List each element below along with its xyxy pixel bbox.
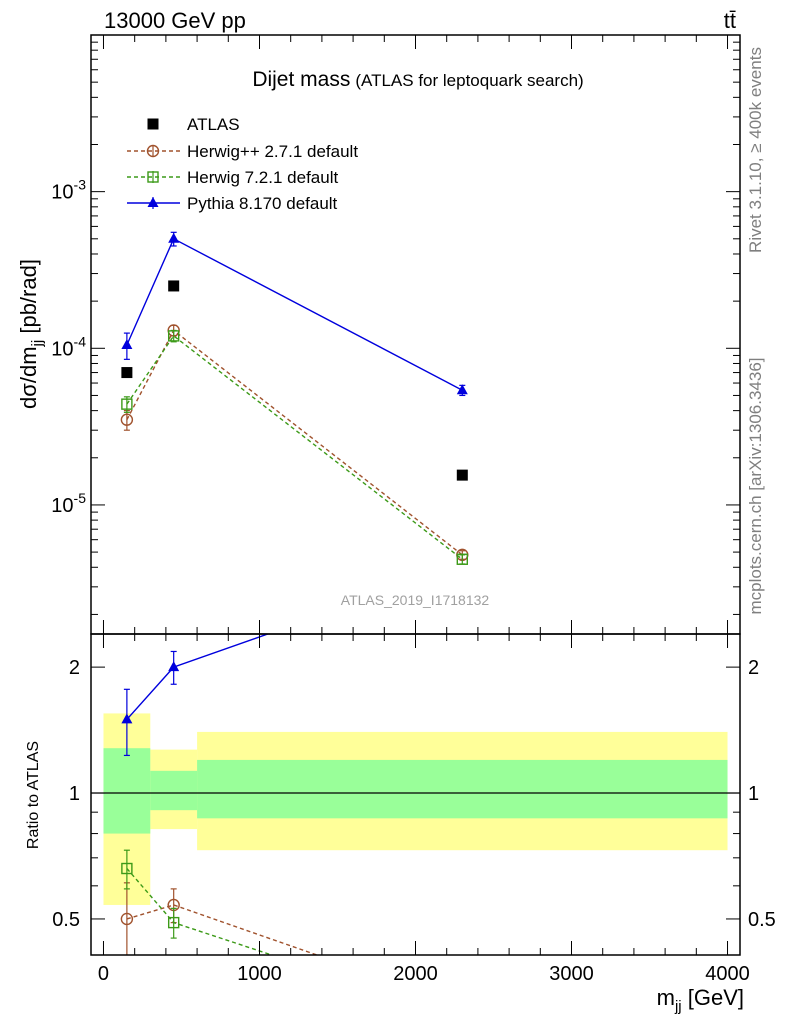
main-pythia-point-2 (456, 384, 468, 395)
x-axis-label-m: m (657, 985, 675, 1010)
main-herwig7-line (126, 334, 463, 560)
ratio-herwigpp-point-0 (120, 912, 134, 926)
main-y-axis-label-subscript: jj (29, 340, 46, 348)
legend: ATLAS Herwig++ 2.7.1 default Herwig 7.2.1 … (127, 115, 358, 213)
legend-label-herwig7: Herwig 7.2.1 default (187, 168, 338, 187)
legend-marker-pythia (147, 197, 159, 207)
ratio-herwig7-line (126, 868, 274, 955)
main-pythia-line (126, 237, 463, 391)
main-data-point-0 (121, 367, 133, 379)
ratio-axes: 0 1000 2000 3000 4000 2 2 1 1 0.5 0.5 (52, 634, 776, 985)
x-tick-label-1: 1000 (237, 963, 282, 985)
main-y-tick-label-exponent-1: -4 (74, 333, 87, 349)
main-y-tick-label-base-0: 10 (51, 182, 73, 204)
ratio-plot-area (91, 634, 740, 1023)
main-herwigpp-point-0 (120, 413, 134, 426)
main-herwig7-point-0 (121, 398, 133, 410)
ratio-y-tick-label-right-1: 1 (748, 783, 759, 805)
main-herwig7-point-2 (456, 553, 469, 565)
ratio-y-axis-label: Ratio to ATLAS (25, 741, 42, 849)
main-y-tick-label-1: 10-4 (51, 333, 86, 360)
ratio-herwig7-point-0 (121, 862, 133, 875)
main-herwig7-point-1 (167, 330, 180, 342)
ratio-pythia-point-1 (168, 661, 180, 672)
ratio-herwigpp-point-2 (457, 1000, 468, 1011)
uncertainty-band-inner-2 (197, 759, 728, 819)
x-axis-label-unit: [GeV] (682, 985, 744, 1010)
main-pythia-point-0 (121, 338, 133, 349)
ratio-y-tick-label-left-0: 2 (69, 657, 80, 679)
main-axes: 10-310-410-5 (51, 34, 740, 634)
ratio-pythia-point-0 (121, 713, 133, 724)
main-y-axis-label-text: dσ/dm (16, 346, 41, 409)
main-y-tick-label-exponent-2: -5 (74, 490, 87, 506)
x-tick-label-3: 3000 (549, 963, 594, 985)
x-axis-label: mjj [GeV] (657, 985, 744, 1015)
main-data-point-2 (456, 469, 468, 481)
ratio-y-tick-label-left-2: 0.5 (52, 909, 80, 931)
analysis-watermark: ATLAS_2019_I1718132 (341, 592, 490, 608)
legend-label-herwigpp: Herwig++ 2.7.1 default (187, 142, 358, 161)
main-y-tick-label-0: 10-3 (51, 177, 86, 204)
energy-label: 13000 GeV pp (104, 8, 246, 33)
ratio-pythia-line (126, 634, 270, 720)
main-y-tick-label-exponent-0: -3 (74, 177, 87, 193)
legend-marker-data (147, 118, 159, 130)
main-y-axis-label: dσ/dmjj [pb/rad] (16, 259, 46, 409)
x-tick-label-0: 0 (98, 963, 109, 985)
main-y-tick-label-2: 10-5 (51, 490, 86, 517)
main-pythia-point-1 (168, 232, 180, 243)
legend-label-pythia: Pythia 8.170 default (187, 194, 338, 213)
main-data-point-1 (168, 280, 180, 292)
title-main: Dijet mass (252, 68, 350, 91)
uncertainty-band-inner-1 (150, 770, 198, 811)
uncertainty-band-inner-0 (103, 748, 151, 834)
ratio-y-tick-label-right-2: 0.5 (748, 909, 776, 931)
source-label: mcplots.cern.ch [arXiv:1306.3436] (746, 357, 765, 615)
legend-label-data: ATLAS (187, 115, 240, 134)
main-y-tick-label-base-1: 10 (51, 338, 73, 360)
ratio-herwig7-point-1 (167, 916, 180, 929)
ratio-y-tick-label-right-0: 2 (748, 657, 759, 679)
ratio-herwig7-point-2 (457, 1013, 467, 1023)
x-tick-label-4: 4000 (705, 963, 750, 985)
title-sub: (ATLAS for leptoquark search) (355, 71, 583, 90)
x-tick-label-2: 2000 (393, 963, 438, 985)
process-label: tt̄ (724, 8, 736, 33)
plot-title: Dijet mass (ATLAS for leptoquark search) (252, 68, 583, 91)
main-plot-area (120, 231, 469, 565)
main-y-tick-label-base-2: 10 (51, 495, 73, 517)
main-y-axis-label-unit: [pb/rad] (16, 259, 41, 340)
x-axis-label-subscript: jj (674, 998, 682, 1015)
legend-marker-herwigpp (146, 144, 160, 158)
ratio-y-tick-label-left-1: 1 (69, 783, 80, 805)
ratio-herwigpp-line (126, 904, 320, 955)
legend-marker-herwig7 (147, 171, 159, 183)
rivet-version-label: Rivet 3.1.10, ≥ 400k events (746, 47, 765, 253)
